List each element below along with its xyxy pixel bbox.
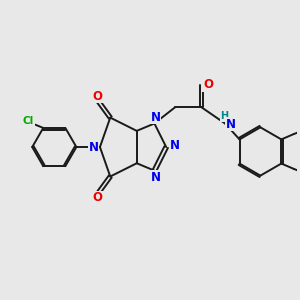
Text: N: N [169, 139, 179, 152]
Text: O: O [92, 191, 102, 205]
Text: N: N [151, 171, 161, 184]
Text: Cl: Cl [23, 116, 34, 126]
Text: H: H [220, 111, 228, 121]
Text: N: N [151, 110, 161, 124]
Text: O: O [92, 90, 102, 103]
Text: N: N [88, 141, 98, 154]
Text: O: O [203, 78, 213, 91]
Text: N: N [226, 118, 236, 130]
